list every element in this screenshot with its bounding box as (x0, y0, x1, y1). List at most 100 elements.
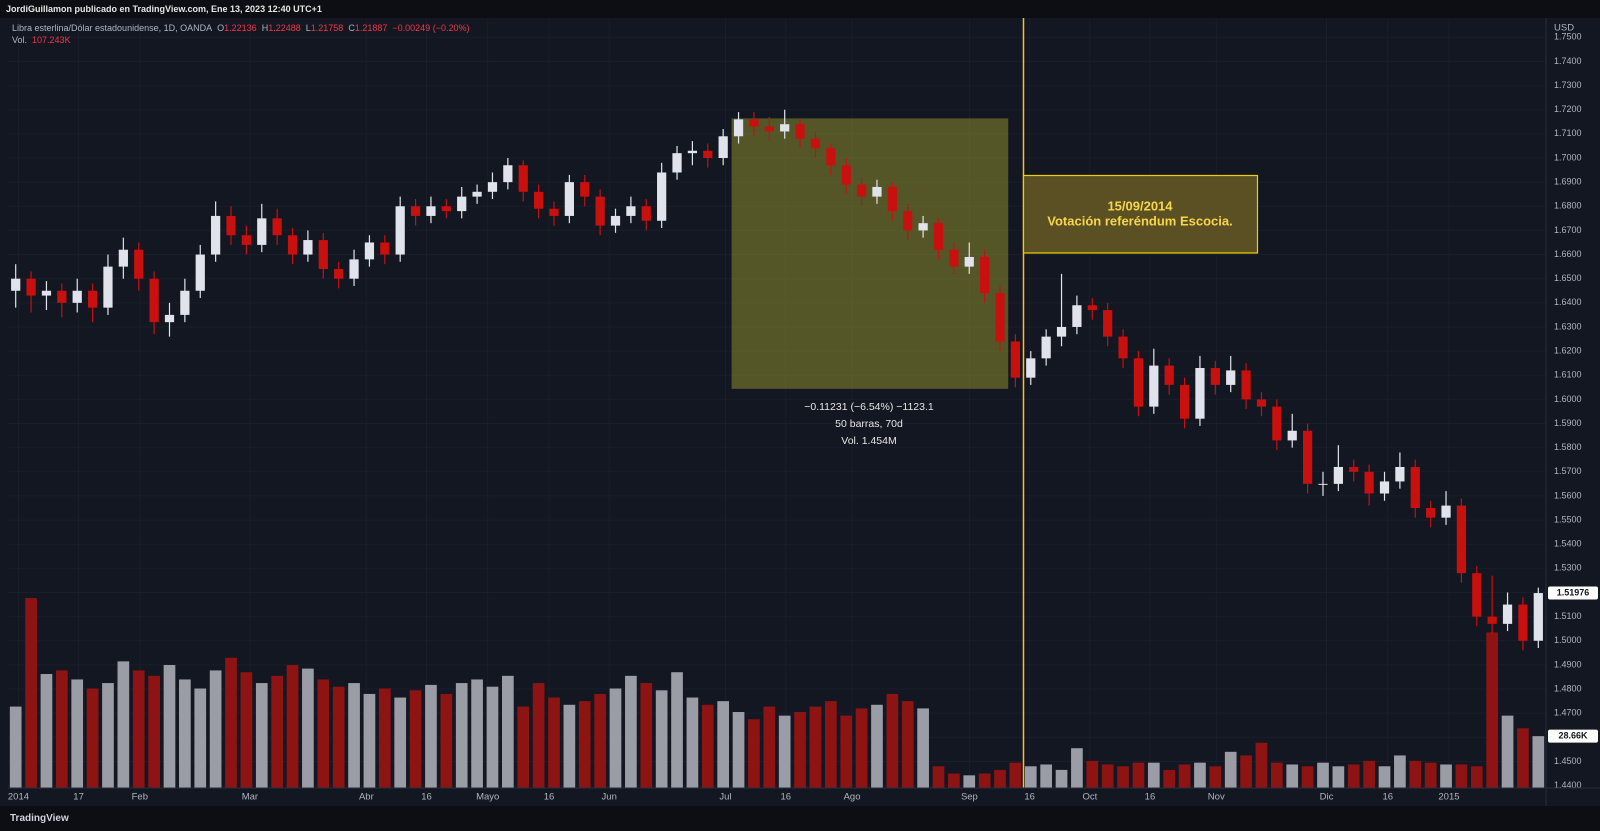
candle-body (1241, 370, 1251, 400)
last-price-tag (1548, 586, 1598, 600)
footer: TradingView (0, 806, 1600, 831)
volume-bar (71, 679, 84, 788)
volume-bar (732, 712, 745, 788)
candle-body (1041, 336, 1051, 359)
candle-body (1133, 358, 1144, 407)
candle-body (1410, 466, 1420, 508)
vol-value: 107.243K (32, 35, 71, 45)
vol-row: Vol. 107.243K (12, 34, 469, 46)
volume-bar (132, 670, 145, 788)
y-tick-label: 1.7400 (1554, 56, 1582, 66)
price-axis (1546, 18, 1600, 788)
candle-body (1456, 505, 1467, 574)
candle-body (1210, 368, 1220, 385)
candle-body (1395, 466, 1405, 482)
volume-bar (1240, 755, 1252, 788)
y-tick-label: 1.5600 (1554, 490, 1582, 500)
y-tick-label: 1.5800 (1554, 442, 1582, 452)
candle-body (318, 240, 328, 270)
x-tick-label: 16 (1024, 792, 1035, 803)
volume-bar (363, 693, 376, 788)
candle-body (887, 186, 897, 212)
event-date: 15/09/2014 (1107, 198, 1173, 213)
volume-bar (194, 688, 207, 788)
event-text: Votación referéndum Escocia. (1047, 213, 1232, 228)
volume-bar (994, 769, 1006, 788)
candle-body (518, 165, 528, 192)
volume-bar (1532, 736, 1545, 788)
volume-bar (209, 670, 222, 788)
volume-bar (302, 668, 314, 788)
y-tick-label: 1.5100 (1554, 611, 1582, 621)
change: −0.00249 (−0.20%) (392, 23, 470, 33)
volume-bar (701, 704, 714, 788)
candle-body (226, 215, 236, 236)
candle-body (1287, 430, 1297, 441)
candle-body (241, 235, 252, 245)
candle-body (1195, 368, 1205, 419)
candle-body (457, 196, 467, 212)
published: JordiGuillamon publicado en TradingView.… (6, 4, 322, 14)
x-tick-label: Mar (242, 792, 258, 803)
volume-bar (225, 657, 237, 788)
candle-body (1533, 593, 1543, 641)
volume-bar (671, 672, 683, 788)
candle-body (11, 278, 21, 291)
y-tick-label: 1.6400 (1554, 297, 1582, 307)
candle-body (334, 269, 344, 279)
candle-body (872, 186, 882, 197)
volume-bar (455, 683, 468, 788)
volume-bar (1440, 764, 1452, 788)
volume-bar (1040, 764, 1052, 788)
y-tick-label: 1.4800 (1554, 683, 1582, 693)
candle-body (964, 256, 974, 267)
volume-bar (532, 683, 545, 788)
x-tick-label: Jun (602, 792, 617, 803)
candle-body (564, 182, 574, 216)
candle-body (57, 290, 67, 303)
x-tick-label: 16 (1382, 792, 1393, 803)
publish-bar: JordiGuillamon publicado en TradingView.… (0, 0, 1600, 18)
x-tick-label: 16 (421, 792, 432, 803)
volume-bar (901, 701, 914, 788)
y-tick-label: 1.5700 (1554, 466, 1582, 476)
volume-bar (102, 683, 114, 788)
candle-body (180, 290, 190, 315)
volume-bar (348, 683, 360, 788)
candle-body (1364, 471, 1374, 494)
candle-body (1118, 336, 1128, 359)
volume-bar (778, 715, 791, 788)
candle-body (580, 182, 590, 197)
volume-bar (1255, 742, 1268, 788)
volume-bar (1378, 766, 1391, 788)
y-tick-label: 1.6900 (1554, 177, 1582, 187)
volume-bar (25, 598, 37, 788)
candle-body (626, 206, 636, 216)
candle-body (149, 278, 159, 323)
x-tick-label: Mayo (476, 792, 499, 803)
volume-bar (1347, 764, 1360, 788)
volume-bar (1501, 715, 1514, 788)
volume-bar (763, 706, 776, 788)
y-tick-label: 1.5900 (1554, 418, 1582, 428)
candle-body (533, 191, 544, 209)
volume-bar (1209, 766, 1222, 788)
y-tick-label: 1.7300 (1554, 80, 1582, 90)
volume-bar (440, 693, 453, 788)
candle-body (1333, 466, 1343, 484)
last-price: 1.51976 (1557, 587, 1590, 597)
volume-bar (855, 708, 868, 788)
volume-bar (1517, 728, 1529, 788)
candle-body (610, 215, 621, 226)
volume-bar (824, 701, 837, 788)
volume-bar (563, 704, 576, 788)
volume-bar (240, 672, 253, 788)
y-tick-label: 1.7200 (1554, 104, 1582, 114)
volume-bar (1101, 764, 1114, 788)
y-tick-label: 1.5400 (1554, 539, 1582, 549)
volume-bar (317, 679, 330, 788)
candle-body (303, 240, 313, 255)
volume-bar (1271, 762, 1283, 788)
candle-body (1072, 305, 1082, 327)
